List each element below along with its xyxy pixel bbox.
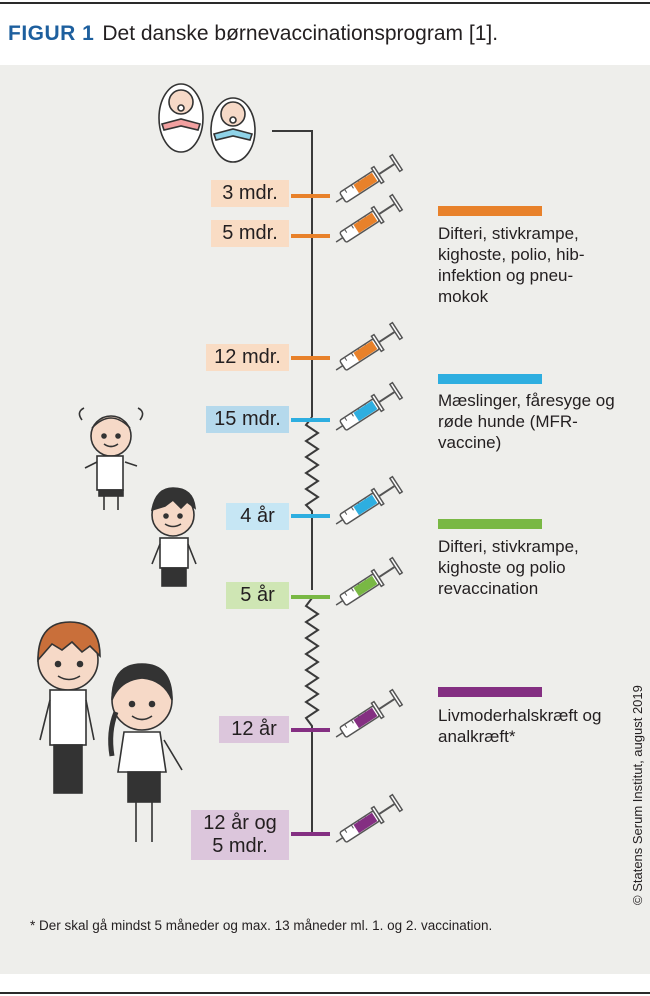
timeline-spine [272,130,320,835]
age-label-line-2: 5 mdr. [212,835,268,857]
age-label-12-ar-5-mdr: 12 år og 5 mdr. [191,810,289,860]
figure-caption: FIGUR 1 Det danske børnevaccinationsprogr… [8,21,498,47]
syringe-icon [330,381,404,439]
syringe-icon [330,793,404,851]
age-label-4-ar: 4 år [226,503,289,530]
legend-swatch-purple [438,687,542,697]
syringe-icon [330,321,404,379]
legend-text-blue: Mæslinger, fåresyge og røde hunde (MFR-v… [438,391,615,452]
syringe-icon [330,688,404,746]
top-rule [0,2,650,4]
age-label-15-mdr: 15 mdr. [206,406,289,433]
footnote: * Der skal gå mindst 5 måneder og max. 1… [30,918,493,933]
syringe-icon [330,153,404,211]
boy-icon [150,487,197,587]
figure-title: Det danske børnevaccinationsprogram [1]. [102,22,499,45]
older-girl-icon [108,663,183,842]
baby-boy-icon [210,97,256,163]
girl-pigtails-icon [78,407,144,510]
syringe-icon [330,475,404,533]
legend-text-green: Difteri, stivkrampe, kighoste og polio r… [438,537,579,598]
syringe-icon [330,193,404,251]
legend-swatch-orange [438,206,542,216]
legend-swatch-green [438,519,542,529]
syringe-icon [330,556,404,614]
legend-swatch-blue [438,374,542,384]
age-label-12-mdr: 12 mdr. [206,344,289,371]
age-label-12-ar: 12 år [219,716,289,743]
figure-label: FIGUR 1 [8,22,95,45]
timeline-ticks [291,194,330,836]
age-label-line-1: 12 år og [203,812,277,834]
bottom-rule [0,992,650,994]
age-label-5-ar: 5 år [226,582,289,609]
older-boy-icon [37,621,101,794]
copyright-notice: © Statens Serum Institut, august 2019 [630,685,645,905]
age-label-5-mdr: 5 mdr. [211,220,289,247]
legend-text-orange: Difteri, stivkrampe, kighoste, polio, hi… [438,224,585,306]
age-label-3-mdr: 3 mdr. [211,180,289,207]
legend-text-purple: Livmoderhalskræft og analkræft* [438,706,602,746]
baby-girl-icon [158,83,204,153]
